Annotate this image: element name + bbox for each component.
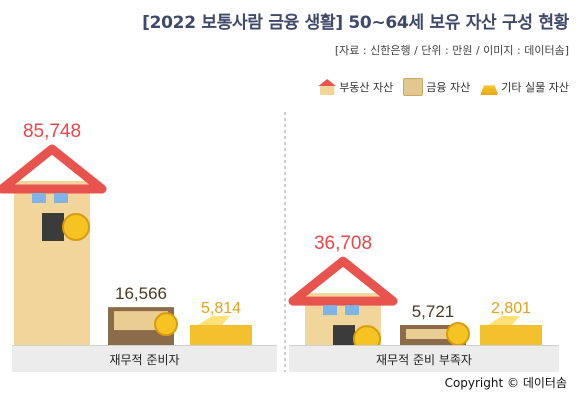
legend-item-financial: 금융 자산 [403, 78, 470, 96]
value-label: 36,708 [314, 233, 372, 254]
house-icon [318, 79, 337, 95]
house-window [54, 193, 68, 203]
group-label-prepared: 재무적 준비자 [12, 345, 277, 372]
group-label-underprepared: 재무적 준비 부족자 [289, 345, 559, 372]
legend-label: 기타 실물 자산 [501, 81, 569, 94]
house-window [345, 305, 359, 316]
value-label: 5,721 [412, 302, 455, 321]
other-assets-bar [480, 325, 542, 345]
legend-item-other: 기타 실물 자산 [480, 79, 569, 95]
house-window [323, 305, 337, 316]
house-door [42, 213, 64, 241]
gold-bar-top [488, 316, 520, 325]
house-wall [14, 181, 90, 345]
won-coin-icon [62, 213, 90, 241]
house-roof [0, 144, 107, 194]
legend-label: 부동산 자산 [339, 81, 394, 94]
house-window [32, 193, 46, 203]
value-label: 85,748 [23, 121, 81, 142]
legend: 부동산 자산 금융 자산 기타 실물 자산 [318, 78, 569, 96]
chart-title: [2022 보통사람 금융 생활] 50~64세 보유 자산 구성 현황 [142, 13, 569, 33]
value-label: 5,814 [201, 300, 241, 317]
value-label: 2,801 [491, 300, 531, 317]
won-coin-icon [154, 312, 178, 337]
source-note: [자료 : 신한은행 / 단위 : 만원 / 이미지 : 데이터솜] [334, 44, 569, 57]
other-assets-bar [190, 325, 252, 345]
legend-item-real-estate: 부동산 자산 [318, 79, 393, 95]
value-label: 16,566 [115, 284, 167, 303]
gold-bars-icon [480, 85, 499, 95]
won-coin-icon [446, 322, 470, 346]
copyright: Copyright © 데이터솜 [444, 376, 567, 390]
box-lid [406, 329, 460, 339]
house-roof [288, 256, 398, 306]
box-icon [403, 78, 424, 96]
gold-bar-top [198, 316, 230, 325]
legend-label: 금융 자산 [426, 81, 471, 94]
